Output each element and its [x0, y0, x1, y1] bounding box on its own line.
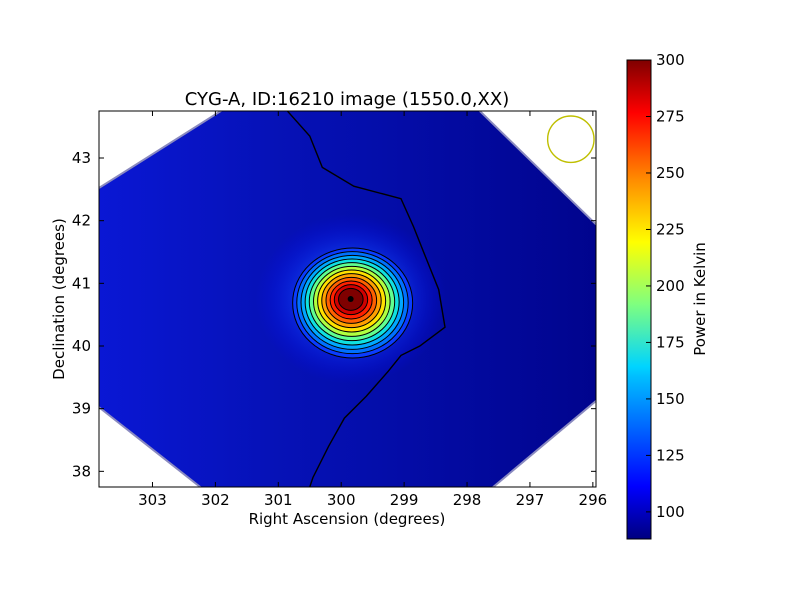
colorbar-tick-label: 300 [656, 51, 685, 69]
x-tick-label: 302 [201, 491, 230, 509]
x-axis-label: Right Ascension (degrees) [249, 510, 446, 528]
x-tick-label: 301 [264, 491, 293, 509]
x-axis: 303 302 301 300 299 298 297 296 [138, 111, 607, 509]
y-axis: 38 39 40 41 42 43 [72, 149, 596, 480]
plot-frame [98, 110, 597, 488]
y-tick-label: 38 [72, 462, 91, 480]
colorbar-gradient [626, 59, 652, 540]
colorbar-tick-label: 175 [656, 333, 685, 351]
x-tick-label: 303 [138, 491, 167, 509]
x-tick-label: 299 [390, 491, 419, 509]
y-tick-label: 39 [72, 400, 91, 418]
y-tick-label: 42 [72, 212, 91, 230]
colorbar-tick-label: 275 [656, 107, 685, 125]
x-tick-label: 298 [453, 491, 482, 509]
chart-title: CYG-A, ID:16210 image (1550.0,XX) [185, 89, 509, 110]
colorbar-label: Power in Kelvin [691, 242, 709, 356]
x-tick-label: 300 [327, 491, 356, 509]
outer-contour-line [286, 111, 446, 487]
colorbar: 100 125 150 175 200 225 250 275 300 Power in Kel… [626, 51, 709, 540]
colorbar-tick-label: 100 [656, 503, 685, 521]
colorbar-tick-label: 200 [656, 277, 685, 295]
y-tick-label: 43 [72, 149, 91, 167]
x-tick-label: 297 [516, 491, 545, 509]
colorbar-tick-label: 150 [656, 390, 685, 408]
colorbar-tick-label: 250 [656, 164, 685, 182]
y-axis-label: Declination (degrees) [50, 218, 68, 380]
contour-lines [292, 247, 414, 359]
y-tick-label: 41 [72, 274, 91, 292]
plot-area [99, 111, 596, 487]
source-peak-marker [347, 296, 354, 302]
colorbar-tick-label: 225 [656, 220, 685, 238]
beam-circle [546, 115, 595, 164]
colorbar-tick-label: 125 [656, 446, 685, 464]
colorbar-ticks: 100 125 150 175 200 225 250 275 300 [646, 51, 685, 521]
x-tick-label: 296 [579, 491, 608, 509]
y-tick-label: 40 [72, 337, 91, 355]
